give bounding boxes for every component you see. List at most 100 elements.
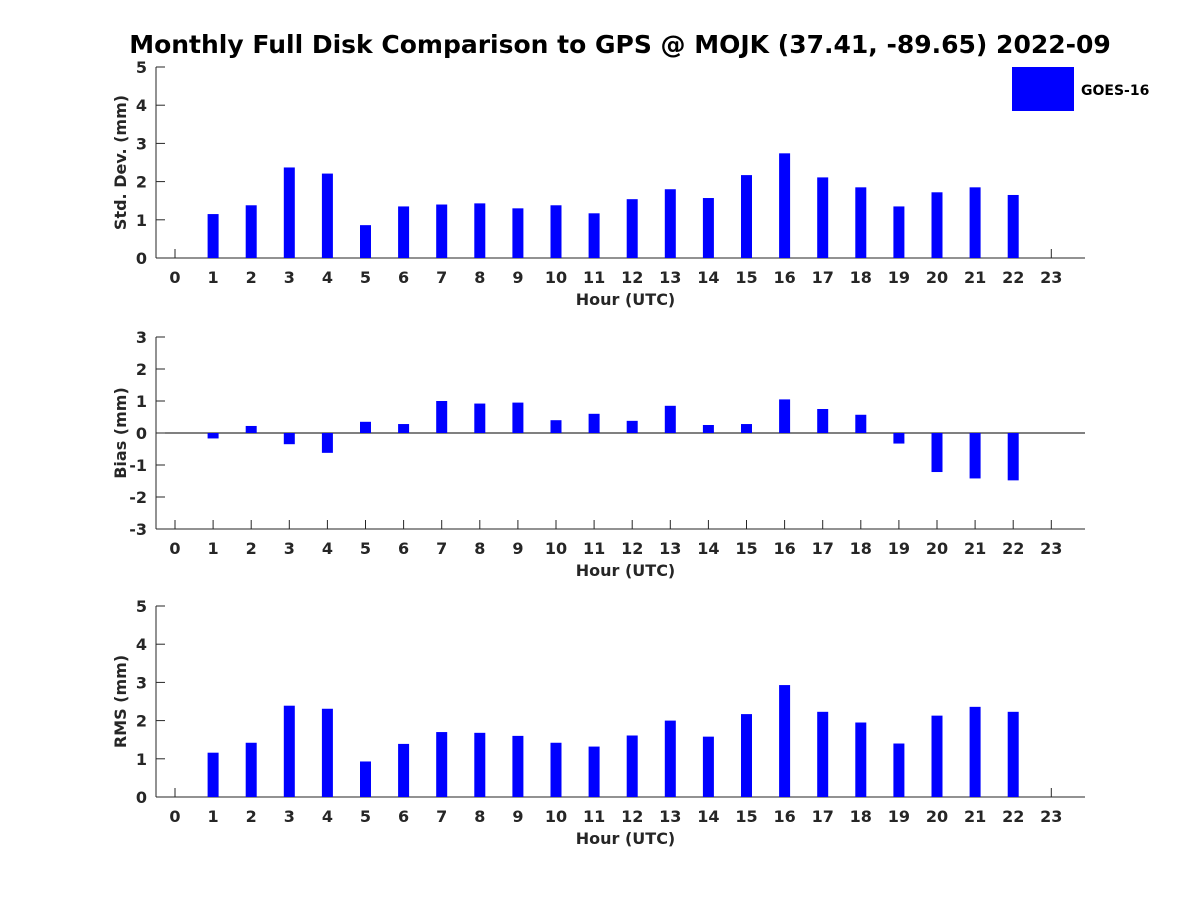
x-tick-label: 23 (1040, 539, 1062, 558)
x-tick-label: 1 (208, 268, 219, 287)
y-tick-label: 1 (136, 392, 147, 411)
bar (398, 743, 410, 797)
x-tick-label: 15 (735, 807, 757, 826)
bar (626, 735, 638, 797)
x-tick-label: 17 (812, 807, 834, 826)
bar (702, 425, 714, 433)
bar (512, 208, 524, 258)
y-tick-label: 3 (136, 134, 147, 153)
bar (817, 177, 829, 258)
bar (855, 187, 867, 258)
y-tick-label: 2 (136, 712, 147, 731)
x-tick-label: 3 (284, 807, 295, 826)
x-tick-label: 4 (322, 807, 333, 826)
x-tick-label: 22 (1002, 268, 1024, 287)
bar (1007, 433, 1019, 481)
bar (474, 403, 486, 433)
x-tick-label: 2 (246, 268, 257, 287)
bar (741, 714, 752, 797)
x-tick-label: 8 (474, 539, 485, 558)
x-tick-label: 13 (659, 539, 681, 558)
x-tick-label: 14 (697, 539, 719, 558)
bar (245, 205, 257, 258)
bar (855, 414, 867, 433)
x-tick-label: 4 (322, 268, 333, 287)
x-tick-label: 7 (436, 807, 447, 826)
x-tick-label: 18 (850, 539, 872, 558)
bar (931, 433, 943, 473)
bar (360, 421, 371, 433)
bar (664, 405, 676, 433)
bar (207, 752, 219, 797)
bar (512, 402, 524, 433)
x-tick-label: 7 (436, 268, 447, 287)
bar (855, 722, 867, 797)
bar (1007, 194, 1019, 258)
bar (741, 424, 752, 433)
y-tick-label: -3 (129, 520, 147, 539)
y-tick-label: 0 (136, 249, 147, 268)
x-tick-label: 17 (812, 268, 834, 287)
bar (741, 175, 752, 258)
x-tick-label: 9 (512, 539, 523, 558)
bar (779, 685, 791, 797)
bar (207, 433, 219, 439)
x-tick-label: 11 (583, 807, 605, 826)
x-tick-label: 14 (697, 807, 719, 826)
x-axis-label: Hour (UTC) (576, 290, 676, 309)
x-tick-label: 11 (583, 539, 605, 558)
y-tick-label: 4 (136, 96, 147, 115)
x-tick-label: 21 (964, 268, 986, 287)
bar (664, 189, 676, 258)
x-tick-label: 1 (208, 539, 219, 558)
x-tick-label: 15 (735, 539, 757, 558)
y-tick-label: 1 (136, 750, 147, 769)
y-tick-label: -1 (129, 456, 147, 475)
bar (893, 743, 905, 797)
bar (360, 225, 371, 258)
bar (398, 206, 410, 258)
x-tick-label: 15 (735, 268, 757, 287)
chart-title: Monthly Full Disk Comparison to GPS @ MO… (129, 30, 1111, 59)
y-tick-label: 4 (136, 635, 147, 654)
x-tick-label: 12 (621, 539, 643, 558)
bar (283, 705, 295, 797)
bar (245, 742, 257, 797)
x-tick-label: 20 (926, 539, 948, 558)
y-tick-label: 2 (136, 173, 147, 192)
x-tick-label: 18 (850, 268, 872, 287)
y-tick-label: 3 (136, 673, 147, 692)
x-tick-label: 16 (773, 807, 795, 826)
bar (360, 761, 371, 797)
bar (626, 199, 638, 258)
x-tick-label: 9 (512, 268, 523, 287)
x-tick-label: 0 (169, 539, 180, 558)
y-axis-label: Bias (mm) (111, 387, 130, 479)
bar (931, 192, 943, 258)
y-axis-label: Std. Dev. (mm) (111, 95, 130, 230)
x-tick-label: 8 (474, 807, 485, 826)
x-tick-label: 23 (1040, 268, 1062, 287)
bar (893, 206, 905, 258)
y-tick-label: 5 (136, 597, 147, 616)
y-tick-label: -2 (129, 488, 147, 507)
bar (436, 401, 448, 433)
bar (436, 732, 448, 797)
x-tick-label: 13 (659, 807, 681, 826)
bar (817, 711, 829, 797)
bar (1007, 711, 1019, 797)
bar (969, 187, 981, 258)
legend-label: GOES-16 (1081, 83, 1149, 99)
bar (321, 173, 333, 258)
bar (550, 420, 562, 433)
x-tick-label: 12 (621, 268, 643, 287)
bar (283, 167, 295, 258)
bar (702, 198, 714, 258)
x-tick-label: 10 (545, 268, 567, 287)
x-tick-label: 16 (773, 268, 795, 287)
x-tick-label: 14 (697, 268, 719, 287)
x-tick-label: 3 (284, 539, 295, 558)
